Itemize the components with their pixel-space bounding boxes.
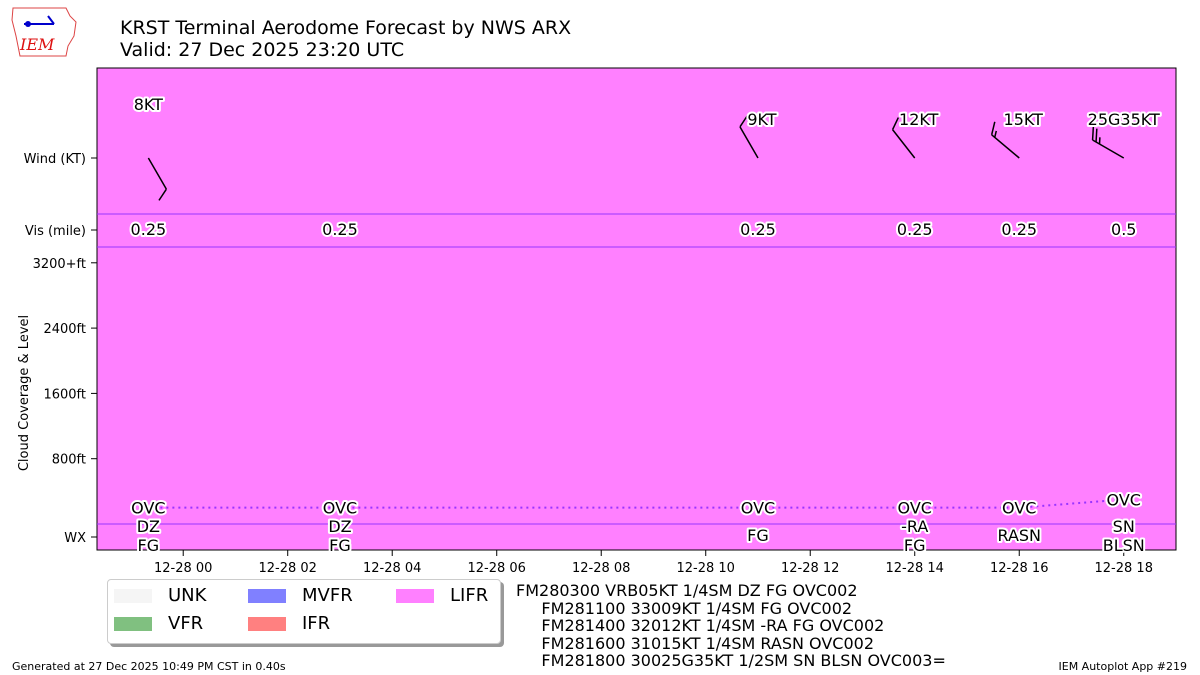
wind-barb-staff bbox=[1092, 139, 1125, 159]
visibility-label: 0.25 bbox=[740, 220, 776, 239]
x-tick-label: 12-28 04 bbox=[363, 561, 421, 576]
wind-barb-full bbox=[1095, 128, 1098, 143]
legend-label: UNK bbox=[168, 585, 207, 606]
x-tick-label: 12-28 00 bbox=[154, 561, 212, 576]
cloud-cover-label: OVC bbox=[741, 499, 775, 518]
y-tick-label: 2400ft bbox=[43, 322, 86, 337]
wind-speed-label: 12KT bbox=[899, 110, 939, 129]
legend-swatch bbox=[114, 616, 152, 631]
wind-barb-staff bbox=[891, 129, 916, 159]
weather-label: RASN bbox=[997, 526, 1041, 545]
row-label-vis: Vis (mile) bbox=[25, 224, 86, 239]
cloud-cover-label: OVC bbox=[1107, 491, 1141, 510]
legend-label: MVFR bbox=[302, 585, 353, 606]
weather-label: FG bbox=[329, 536, 351, 555]
visibility-label: 0.25 bbox=[131, 220, 167, 239]
x-tick-label: 12-28 16 bbox=[990, 561, 1048, 576]
wind-speed-label: 9KT bbox=[747, 110, 776, 129]
visibility-label: 0.5 bbox=[1111, 220, 1136, 239]
y-tick-label: 800ft bbox=[52, 453, 86, 468]
wind-barb-half bbox=[994, 130, 998, 138]
cloud-cover-label: OVC bbox=[898, 499, 932, 518]
visibility-label: 0.25 bbox=[897, 220, 933, 239]
taf-text: FM280300 VRB05KT 1/4SM DZ FG OVC002 FM28… bbox=[516, 582, 946, 670]
chart-title: KRST Terminal Aerodome Forecast by NWS A… bbox=[120, 17, 572, 39]
y-tick-label: 1600ft bbox=[43, 387, 86, 402]
wind-barb-full bbox=[990, 121, 996, 136]
legend-label: VFR bbox=[168, 613, 204, 634]
visibility-label: 0.25 bbox=[1001, 220, 1037, 239]
legend: UNK VFR MVFR IFR LIFR bbox=[107, 579, 501, 644]
x-tick-label: 12-28 08 bbox=[572, 561, 630, 576]
cloud-cover-label: OVC bbox=[131, 499, 165, 518]
taf-line: FM281600 31015KT 1/4SM RASN OVC002 bbox=[516, 633, 874, 653]
plot-area: Wind (KT) Vis (mile) WX 800ft 1600ft 2400ft 32… bbox=[17, 67, 1177, 576]
cloud-cover-label: OVC bbox=[323, 499, 357, 518]
taf-line: FM281100 33009KT 1/4SM FG OVC002 bbox=[516, 598, 853, 618]
wind-speed-label: 8KT bbox=[134, 95, 163, 114]
row-label-wx: WX bbox=[64, 531, 86, 546]
weather-label: DZ bbox=[137, 517, 160, 536]
weather-label: -RA bbox=[901, 517, 928, 536]
x-tick-label: 12-28 18 bbox=[1095, 561, 1153, 576]
weather-label: SN bbox=[1113, 517, 1135, 536]
taf-line: FM280300 VRB05KT 1/4SM DZ FG OVC002 bbox=[516, 581, 858, 600]
wind-barb-staff bbox=[147, 157, 168, 190]
taf-line: FM281800 30025G35KT 1/2SM SN BLSN OVC003… bbox=[516, 651, 946, 670]
legend-swatch bbox=[114, 588, 152, 603]
wind-speed-label: 25G35KT bbox=[1088, 110, 1160, 129]
logo-text: IEM bbox=[19, 35, 55, 54]
legend-item-vfr: VFR bbox=[114, 613, 203, 634]
x-tick-label: 12-28 02 bbox=[258, 561, 316, 576]
row-label-wind: Wind (KT) bbox=[24, 152, 86, 167]
wind-barb-staff bbox=[739, 126, 759, 159]
legend-item-unk: UNK bbox=[114, 585, 206, 606]
legend-item-lifr: LIFR bbox=[396, 585, 488, 606]
wind-barb-full bbox=[158, 188, 167, 201]
y-tick-label: 3200+ft bbox=[33, 257, 86, 272]
cloud-cover-label: OVC bbox=[1002, 499, 1036, 518]
lifr-background bbox=[96, 67, 1177, 551]
legend-swatch bbox=[396, 588, 434, 603]
wind-barb-full bbox=[1091, 126, 1095, 141]
legend-item-ifr: IFR bbox=[248, 613, 330, 634]
legend-label: IFR bbox=[302, 613, 331, 634]
wind-speed-label: 15KT bbox=[1004, 110, 1044, 129]
x-tick-label: 12-28 06 bbox=[467, 561, 525, 576]
wind-barb-full bbox=[891, 117, 900, 130]
visibility-label: 0.25 bbox=[322, 220, 358, 239]
legend-swatch bbox=[248, 588, 286, 603]
legend-label: LIFR bbox=[450, 585, 489, 606]
x-tick-label: 12-28 12 bbox=[781, 561, 839, 576]
weather-label: FG bbox=[747, 526, 769, 545]
legend-swatch bbox=[248, 616, 286, 631]
iem-logo: IEM bbox=[11, 7, 77, 57]
chart-subtitle: Valid: 27 Dec 2025 23:20 UTC bbox=[120, 39, 405, 61]
x-tick-label: 12-28 10 bbox=[677, 561, 735, 576]
y-axis-label: Cloud Coverage & Level bbox=[17, 315, 32, 471]
legend-item-mvfr: MVFR bbox=[248, 585, 353, 606]
cloud-level-line bbox=[148, 498, 1124, 509]
taf-line: FM281400 32012KT 1/4SM -RA FG OVC002 bbox=[516, 616, 885, 635]
footer-generated: Generated at 27 Dec 2025 10:49 PM CST in… bbox=[12, 660, 286, 673]
x-tick-label: 12-28 14 bbox=[886, 561, 944, 576]
weather-label: FG bbox=[138, 536, 160, 555]
footer-app: IEM Autoplot App #219 bbox=[1058, 660, 1188, 673]
weather-label: FG bbox=[904, 536, 926, 555]
weather-label: BLSN bbox=[1103, 536, 1145, 555]
weather-label: DZ bbox=[328, 517, 351, 536]
wind-barb-staff bbox=[991, 134, 1020, 159]
wind-barb-full bbox=[739, 115, 749, 128]
